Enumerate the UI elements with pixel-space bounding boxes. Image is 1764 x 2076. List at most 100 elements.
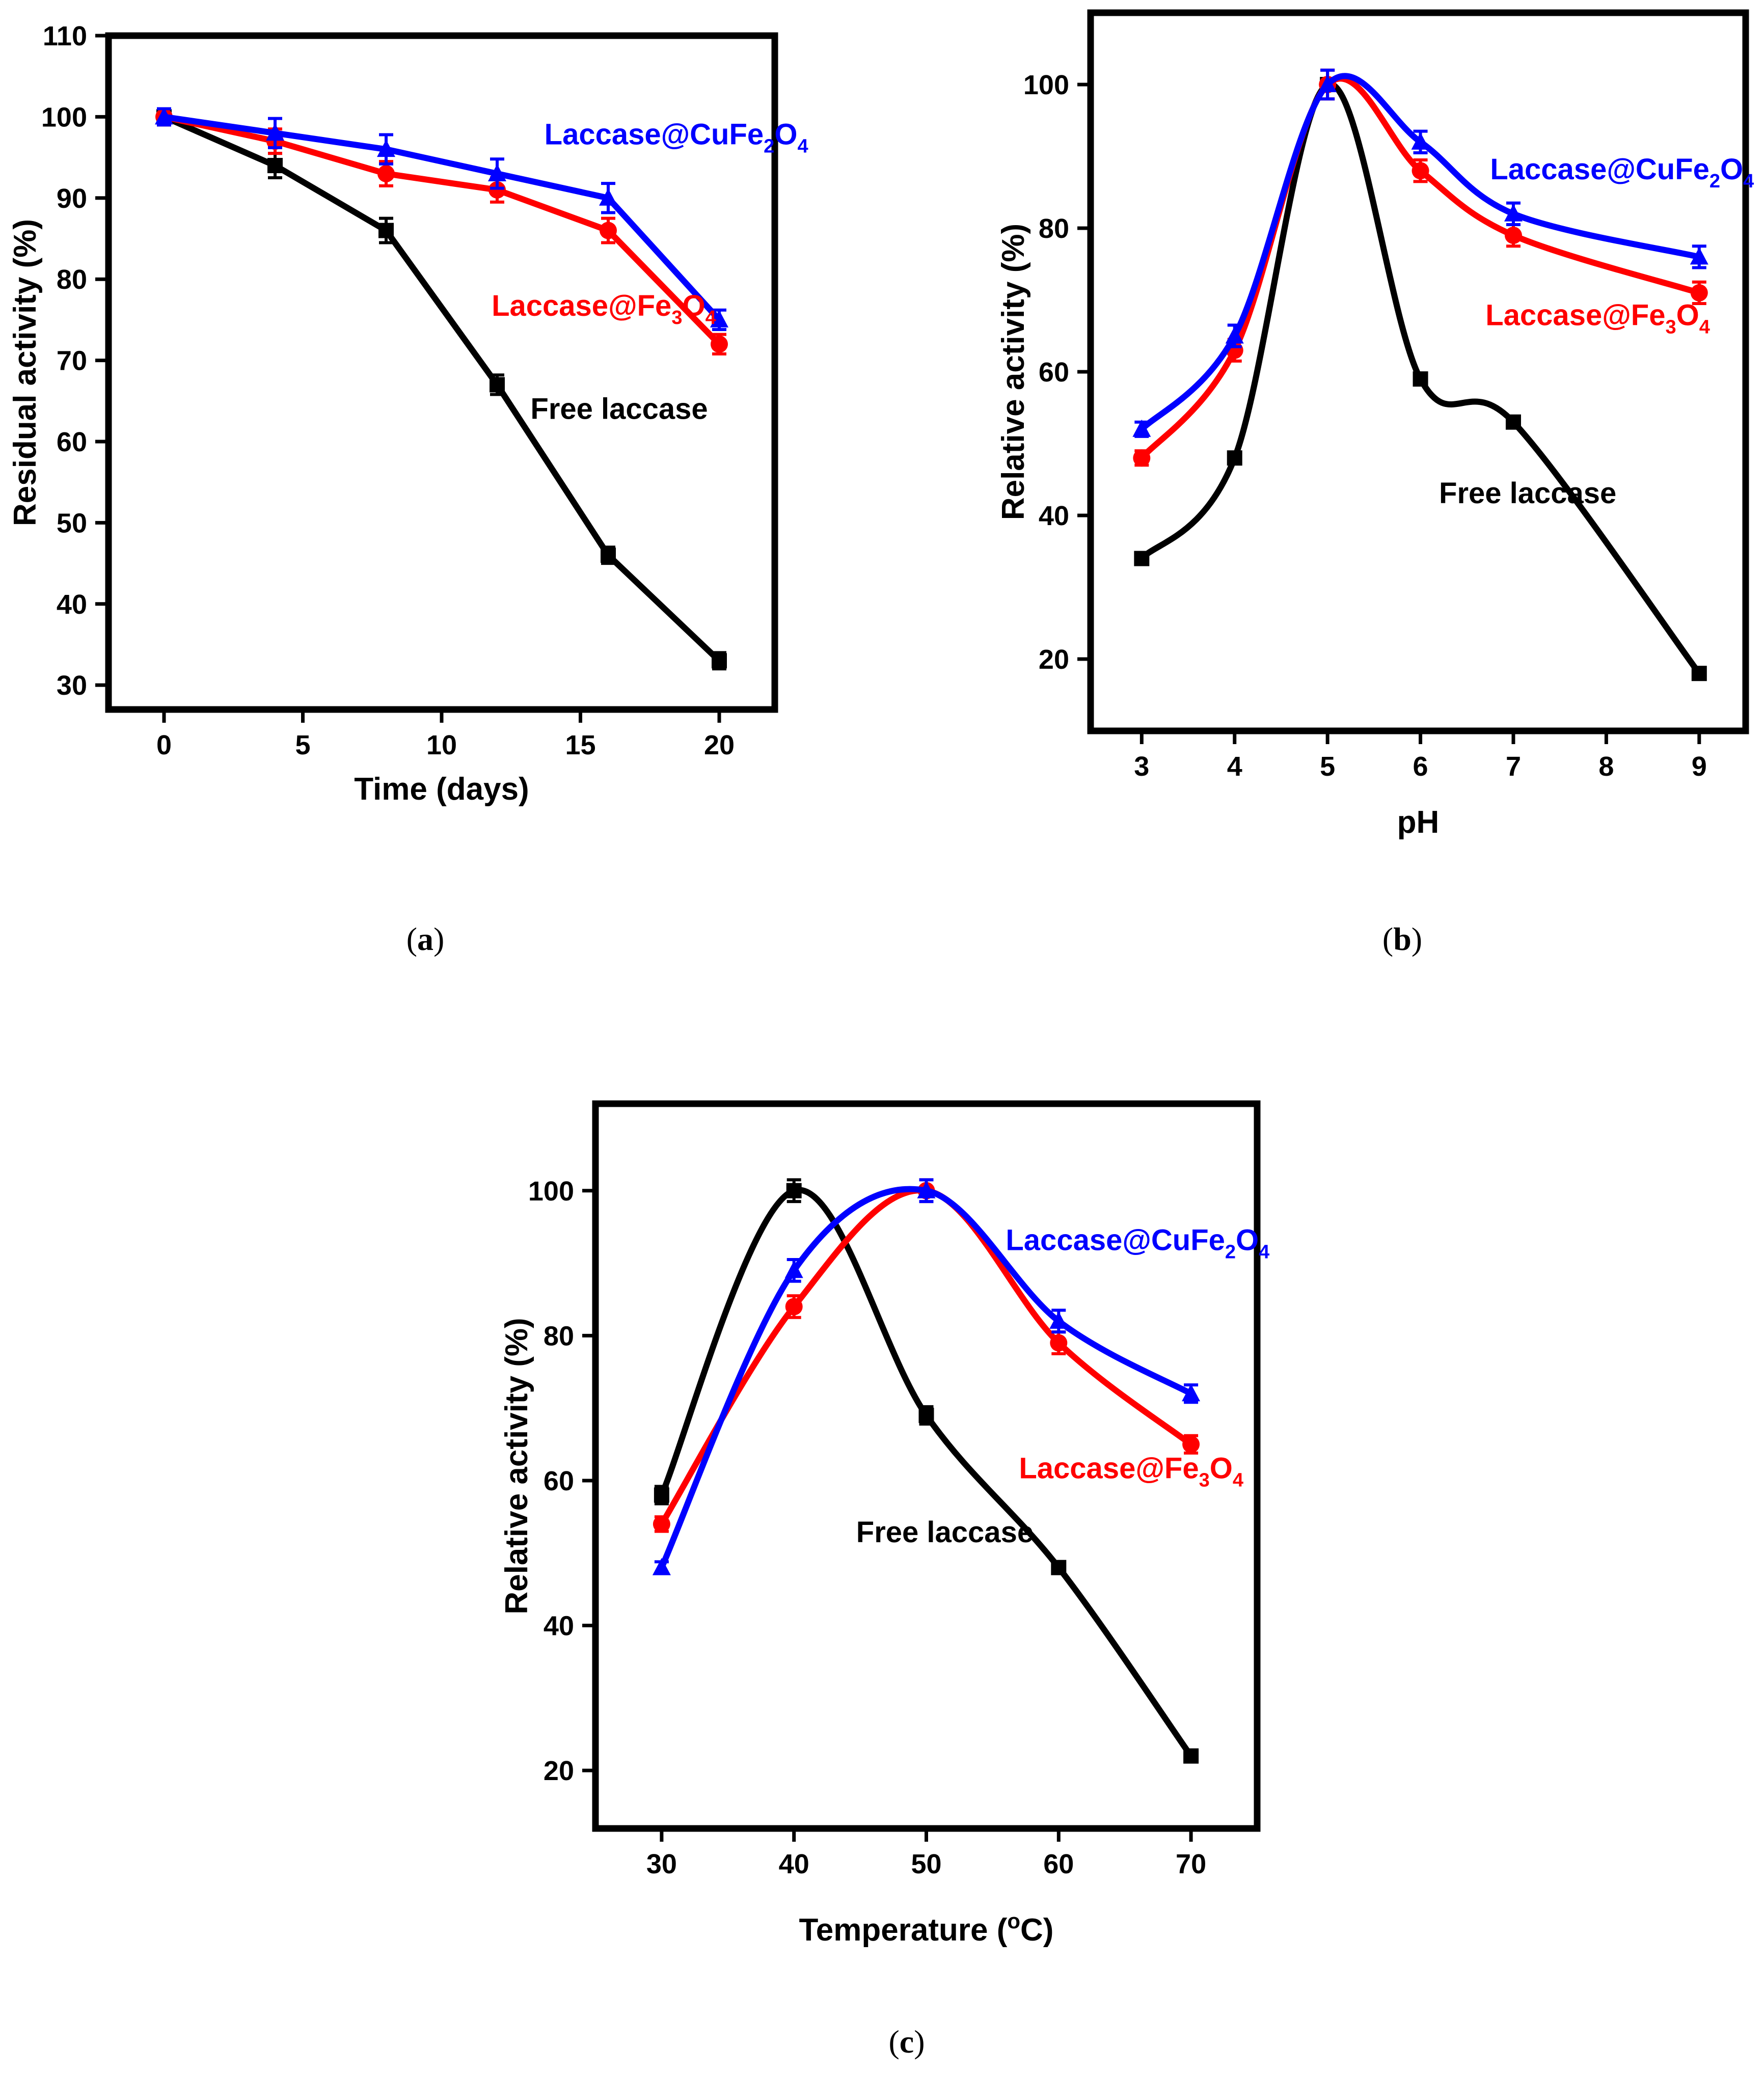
x-axis-label: Temperature (oC) <box>799 1909 1054 1948</box>
series-label: Laccase@CuFe2O4 <box>545 118 808 157</box>
y-tick-label: 60 <box>57 427 87 457</box>
series-label: Laccase@Fe3O4 <box>492 289 716 329</box>
data-point <box>1318 75 1337 92</box>
x-tick-label: 40 <box>779 1849 809 1879</box>
series-label: Laccase@CuFe2O4 <box>1490 153 1754 192</box>
y-tick-label: 100 <box>1023 70 1069 100</box>
data-point <box>600 222 617 239</box>
x-tick-label: 20 <box>704 730 735 760</box>
data-point <box>1133 449 1151 467</box>
data-point <box>652 1558 671 1575</box>
data-point <box>1504 204 1523 222</box>
x-tick-label: 3 <box>1134 751 1149 782</box>
series-laccase-fe3o4 <box>1133 68 1708 467</box>
chart-c: 30 40 50 60 70 20 40 60 80 100 Temperature (oC) Rel… <box>499 1100 1269 2060</box>
data-point <box>601 548 616 563</box>
data-point <box>712 653 727 669</box>
data-point <box>784 1261 803 1278</box>
y-tick-label: 100 <box>528 1176 574 1207</box>
data-point <box>1225 326 1244 344</box>
y-tick-label: 80 <box>544 1321 574 1351</box>
x-axis-label: Time (days) <box>354 772 529 807</box>
data-point <box>710 310 728 327</box>
data-point <box>653 1515 670 1533</box>
series-label: Laccase@Fe3O4 <box>1019 1452 1243 1491</box>
series-laccase-cufe2o4 <box>652 1178 1201 1575</box>
panel-caption: (c) <box>888 2024 925 2060</box>
data-point <box>155 107 173 125</box>
series-line <box>161 114 722 664</box>
data-point <box>1504 227 1522 244</box>
data-point <box>1182 1384 1201 1402</box>
y-tick-label: 20 <box>544 1756 574 1786</box>
data-point <box>1690 284 1708 302</box>
y-tick-label: 30 <box>57 670 87 701</box>
y-axis-label: Residual activity (%) <box>8 219 43 526</box>
x-tick-label: 5 <box>1320 751 1335 782</box>
x-tick-label: 5 <box>295 730 310 760</box>
series-label: Free laccase <box>530 392 708 425</box>
y-tick-label: 50 <box>57 508 87 538</box>
data-point <box>1505 414 1521 430</box>
series-line <box>161 114 722 323</box>
x-tick-label: 30 <box>646 1849 677 1879</box>
y-tick-label: 100 <box>41 102 87 132</box>
data-point <box>489 181 506 199</box>
series-free-laccase <box>156 107 727 671</box>
y-tick-label: 40 <box>544 1611 574 1642</box>
y-axis-label: Relative activity (%) <box>996 224 1031 520</box>
x-tick-label: 6 <box>1413 751 1428 782</box>
chart-b: 3 4 5 6 7 8 9 20 40 60 80 100 pH Relative activity (%… <box>996 9 1754 957</box>
data-point <box>1227 450 1242 466</box>
data-point <box>599 188 617 206</box>
data-point <box>1183 1748 1199 1764</box>
x-tick-label: 9 <box>1692 751 1707 782</box>
x-tick-label: 4 <box>1227 751 1242 782</box>
y-tick-label: 40 <box>1039 501 1069 531</box>
series-laccase-cufe2o4 <box>155 107 728 332</box>
x-tick-label: 70 <box>1176 1849 1206 1879</box>
data-point <box>1412 162 1429 180</box>
data-point <box>1051 1560 1067 1575</box>
x-tick-label: 15 <box>565 730 595 760</box>
series-label: Laccase@CuFe2O4 <box>1006 1223 1269 1263</box>
x-tick-label: 7 <box>1506 751 1521 782</box>
series-line <box>161 114 722 347</box>
data-point <box>785 1298 803 1316</box>
data-point <box>1690 247 1708 265</box>
x-tick-label: 8 <box>1598 751 1614 782</box>
series-line <box>658 1186 1195 1571</box>
data-point <box>377 165 395 182</box>
panel-caption: (b) <box>1382 921 1422 957</box>
data-point <box>1050 1334 1068 1352</box>
y-tick-label: 40 <box>57 589 87 620</box>
x-tick-label: 0 <box>156 730 172 760</box>
data-point <box>1413 371 1428 387</box>
x-tick-label: 10 <box>426 730 457 760</box>
y-tick-label: 90 <box>57 183 87 214</box>
data-point <box>266 123 284 141</box>
series-label: Free laccase <box>856 1516 1034 1549</box>
x-tick-label: 60 <box>1043 1849 1074 1879</box>
series-label: Laccase@Fe3O4 <box>1485 298 1710 338</box>
data-point <box>267 158 283 174</box>
x-tick-label: 50 <box>911 1849 941 1879</box>
series-line <box>658 1187 1195 1759</box>
data-point <box>786 1183 802 1198</box>
data-point <box>1691 666 1707 681</box>
data-point <box>378 223 394 238</box>
series-free-laccase <box>654 1178 1199 1764</box>
data-point <box>377 140 395 157</box>
y-tick-label: 110 <box>43 21 87 51</box>
data-point <box>490 377 505 393</box>
y-tick-label: 60 <box>1039 357 1069 388</box>
data-point <box>488 163 506 181</box>
data-point <box>917 1181 936 1198</box>
y-tick-label: 60 <box>544 1466 574 1496</box>
data-point <box>1182 1435 1200 1453</box>
y-tick-label: 20 <box>1039 644 1069 675</box>
series-label: Free laccase <box>1439 477 1616 510</box>
y-tick-label: 80 <box>57 264 87 295</box>
data-point <box>1132 419 1151 437</box>
